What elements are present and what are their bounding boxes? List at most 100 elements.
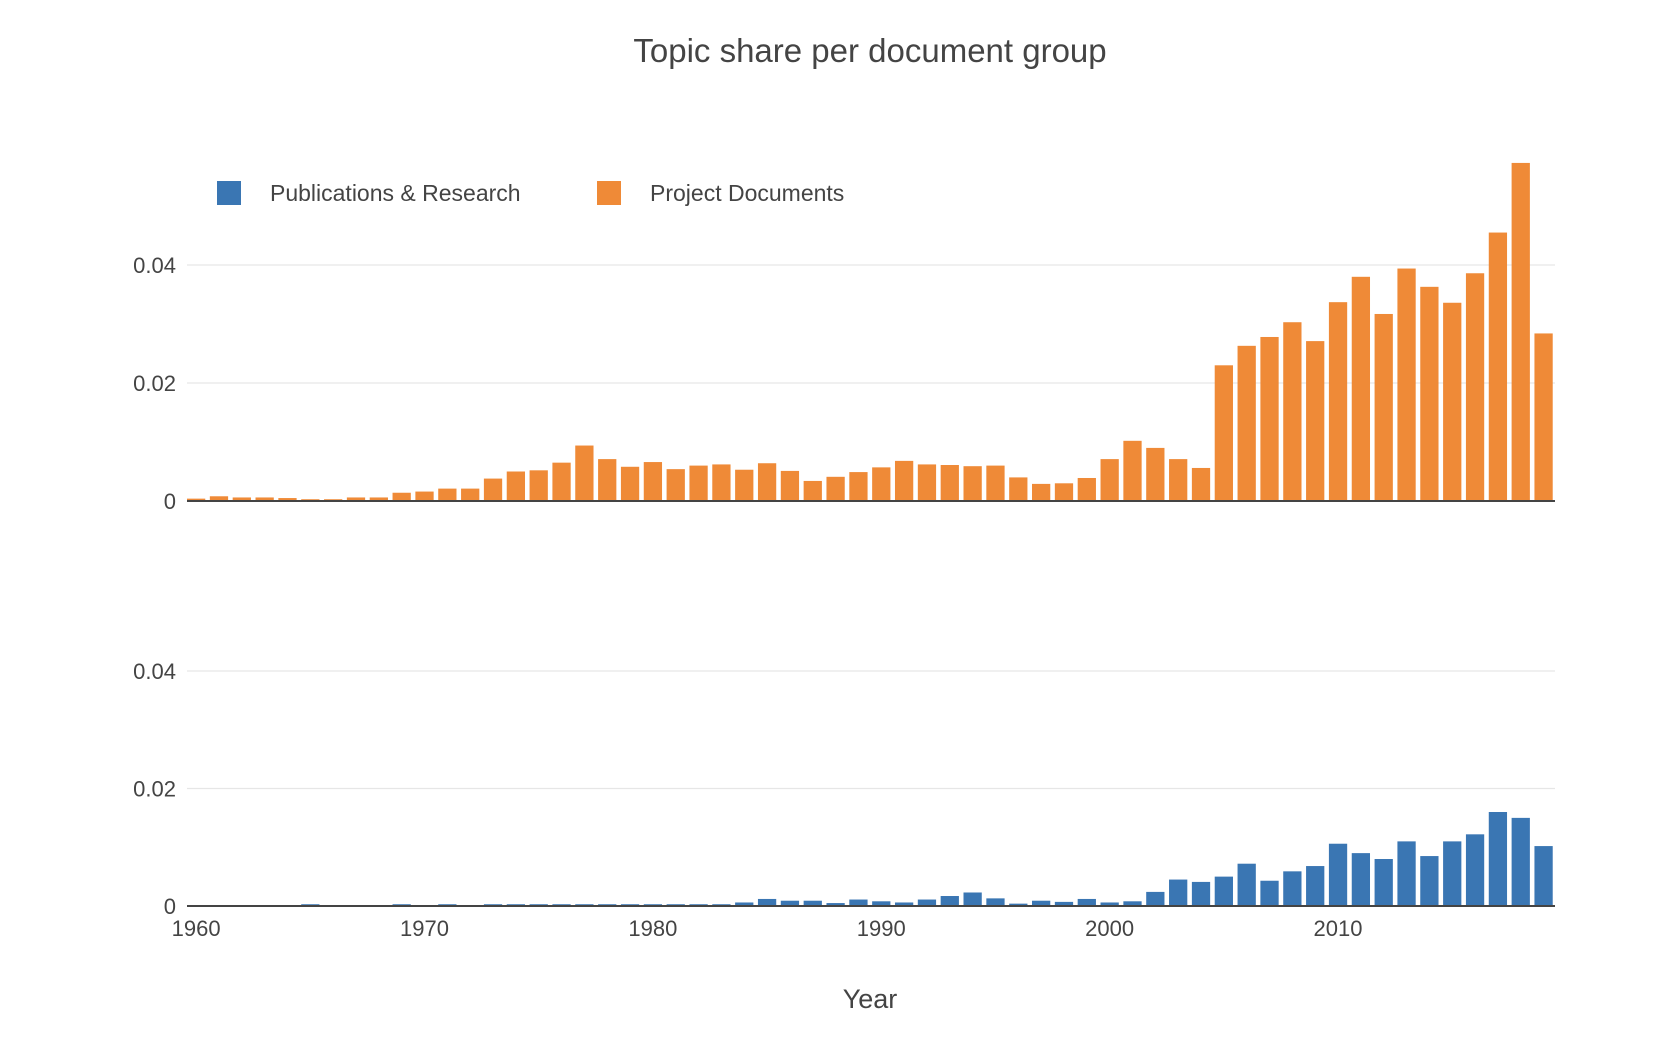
bar-bottom-1991[interactable] [894, 902, 914, 906]
bar-top-1992[interactable] [917, 464, 937, 501]
bar-bottom-1995[interactable] [986, 898, 1005, 906]
bar-bottom-2015[interactable] [1443, 841, 1462, 906]
bar-top-2001[interactable] [1123, 440, 1142, 501]
bar-top-1988[interactable] [826, 476, 845, 501]
bar-bottom-1998[interactable] [1054, 901, 1074, 906]
bar-top-1999[interactable] [1077, 477, 1096, 501]
bar-bottom-2019[interactable] [1534, 846, 1553, 906]
bar-top-2000[interactable] [1100, 459, 1119, 501]
bar-bottom-2003[interactable] [1169, 879, 1188, 906]
gridlines [187, 264, 1555, 790]
bar-bottom-2012[interactable] [1374, 859, 1393, 906]
bar-bottom-2007[interactable] [1260, 880, 1279, 906]
bar-bottom-2004[interactable] [1191, 881, 1211, 906]
bar-bottom-2008[interactable] [1283, 871, 1302, 906]
bar-top-1979[interactable] [620, 466, 640, 501]
bar-top-2008[interactable] [1283, 322, 1302, 501]
bar-top-1967[interactable] [346, 497, 366, 501]
bar-bottom-1993[interactable] [940, 896, 959, 906]
bar-top-1972[interactable] [461, 488, 480, 501]
bar-bottom-1994[interactable] [963, 892, 982, 906]
bar-top-2010[interactable] [1328, 302, 1348, 501]
bar-top-1977[interactable] [575, 445, 594, 501]
bar-top-2018[interactable] [1511, 162, 1530, 501]
bar-top-1964[interactable] [278, 498, 297, 501]
bar-top-1995[interactable] [986, 465, 1005, 501]
bar-bottom-2016[interactable] [1465, 834, 1485, 906]
bar-bottom-1984[interactable] [735, 902, 754, 906]
bar-top-1998[interactable] [1054, 483, 1074, 501]
bar-top-1971[interactable] [438, 488, 457, 501]
bar-top-1994[interactable] [963, 466, 982, 501]
bar-top-1981[interactable] [666, 469, 685, 501]
bar-bottom-1989[interactable] [849, 899, 868, 906]
bar-top-1986[interactable] [780, 470, 800, 501]
bar-top-1991[interactable] [894, 460, 914, 501]
bar-bottom-1990[interactable] [872, 901, 891, 906]
bar-top-1969[interactable] [392, 492, 411, 501]
bar-top-1962[interactable] [232, 497, 251, 501]
bar-top-1993[interactable] [940, 465, 959, 501]
bar-top-1973[interactable] [483, 478, 503, 501]
bar-top-1963[interactable] [255, 497, 274, 501]
x-tick-label-3: 1990 [857, 916, 906, 941]
bar-bottom-1987[interactable] [803, 900, 822, 906]
bar-top-1997[interactable] [1032, 483, 1051, 501]
bar-top-2015[interactable] [1443, 302, 1462, 501]
bar-top-1970[interactable] [415, 491, 434, 501]
bar-bottom-2006[interactable] [1237, 863, 1256, 906]
bar-top-1974[interactable] [506, 471, 526, 502]
bar-top-2009[interactable] [1306, 341, 1325, 501]
bar-bottom-2000[interactable] [1100, 902, 1119, 906]
bar-top-2004[interactable] [1191, 467, 1211, 501]
bar-bottom-2001[interactable] [1123, 901, 1142, 906]
bar-top-1961[interactable] [209, 496, 229, 501]
bar-top-1980[interactable] [643, 462, 663, 501]
bar-bottom-2009[interactable] [1306, 866, 1325, 906]
bar-top-1976[interactable] [552, 462, 571, 501]
bar-bottom-2018[interactable] [1511, 817, 1530, 906]
bar-bottom-1996[interactable] [1009, 903, 1028, 906]
bar-bottom-1992[interactable] [917, 899, 937, 906]
bar-top-1989[interactable] [849, 472, 868, 501]
legend-item-1[interactable]: Project Documents [597, 180, 844, 206]
y-tick-label-top-1: 0.02 [133, 371, 176, 396]
legend-item-0[interactable]: Publications & Research [217, 180, 521, 206]
bar-bottom-2002[interactable] [1146, 891, 1165, 906]
bar-top-2017[interactable] [1488, 232, 1508, 502]
bar-top-2007[interactable] [1260, 336, 1279, 501]
bar-top-1960[interactable] [187, 498, 206, 501]
bar-bottom-1997[interactable] [1032, 900, 1051, 906]
bar-top-2005[interactable] [1214, 365, 1233, 501]
bar-top-1978[interactable] [598, 459, 617, 501]
bar-top-2002[interactable] [1146, 447, 1165, 501]
bar-top-2006[interactable] [1237, 345, 1256, 501]
bar-top-1985[interactable] [757, 463, 777, 501]
bar-top-2011[interactable] [1351, 276, 1371, 501]
bar-bottom-2010[interactable] [1328, 843, 1348, 906]
bar-bottom-2013[interactable] [1397, 841, 1416, 906]
bar-top-1968[interactable] [369, 497, 388, 501]
bar-bottom-2005[interactable] [1214, 876, 1233, 906]
bar-bottom-1988[interactable] [826, 903, 845, 906]
bar-top-1975[interactable] [529, 470, 548, 501]
bar-bottom-1999[interactable] [1077, 898, 1096, 906]
bar-top-1982[interactable] [689, 465, 708, 501]
bar-top-2012[interactable] [1374, 313, 1393, 501]
bar-top-1983[interactable] [712, 464, 731, 501]
bar-bottom-2011[interactable] [1351, 853, 1371, 906]
bar-bottom-1986[interactable] [780, 900, 800, 906]
legend[interactable]: Publications & Research Project Documents [217, 180, 844, 206]
bar-top-1984[interactable] [735, 469, 754, 501]
bar-top-2019[interactable] [1534, 333, 1553, 501]
bar-top-1987[interactable] [803, 480, 822, 501]
bar-top-1990[interactable] [872, 467, 891, 501]
bar-bottom-2017[interactable] [1488, 812, 1508, 906]
bar-top-1996[interactable] [1009, 477, 1028, 501]
bar-top-2014[interactable] [1420, 286, 1439, 501]
bar-top-2013[interactable] [1397, 268, 1416, 501]
bar-bottom-2014[interactable] [1420, 856, 1439, 906]
bar-top-2016[interactable] [1465, 273, 1485, 501]
bar-bottom-1985[interactable] [757, 898, 777, 906]
bar-top-2003[interactable] [1169, 459, 1188, 501]
